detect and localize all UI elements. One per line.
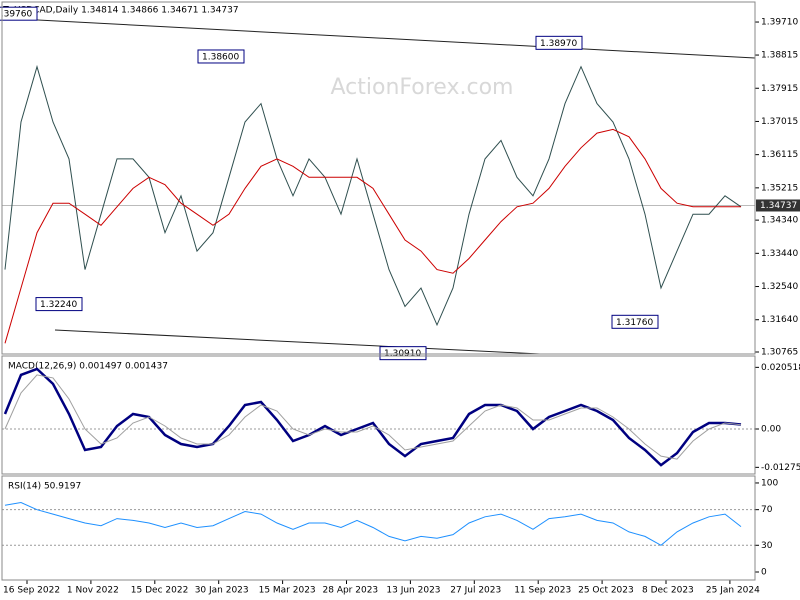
x-tick-label: 13 Jun 2023 — [386, 586, 440, 596]
y-tick-label: 1.35215 — [761, 183, 798, 193]
y-tick-label: 0.00 — [761, 425, 781, 435]
lower-trend-line — [54, 329, 541, 355]
x-tick-label: 28 Apr 2023 — [323, 586, 379, 596]
price-label: 1.34737 — [760, 201, 797, 211]
y-tick-label: 0 — [761, 567, 767, 577]
x-tick-label: 27 Jul 2023 — [450, 586, 501, 596]
x-tick-label: 1 Nov 2022 — [67, 586, 119, 596]
x-tick-label: 30 Jan 2023 — [195, 586, 249, 596]
y-tick-label: -0.012755 — [761, 463, 800, 473]
annotation-box — [35, 297, 83, 312]
y-tick-label: 100 — [761, 478, 778, 488]
chart-title: USDCAD,Daily 1.34814 1.34866 1.34671 1.3… — [14, 6, 239, 16]
y-tick-label: 1.36115 — [761, 150, 798, 160]
x-tick-label: 25 Oct 2023 — [578, 586, 634, 596]
y-tick-label: 30 — [761, 541, 773, 551]
panel-title: RSI(14) 50.9197 — [8, 482, 81, 492]
x-tick-label: 11 Sep 2023 — [514, 586, 571, 596]
panel-frame — [1, 355, 756, 475]
series-line — [3, 367, 742, 467]
y-tick-label: 1.32540 — [761, 282, 798, 292]
series-line — [4, 64, 742, 327]
y-tick-label: 1.34340 — [761, 216, 798, 226]
y-tick-label: 1.30765 — [761, 348, 798, 358]
panel-frame — [1, 1, 756, 355]
upper-trend-line — [0, 17, 756, 59]
annotation-label: 1.32240 — [40, 300, 77, 310]
annotation-label: 1.31760 — [616, 318, 653, 328]
y-tick-label: 0.020518 — [761, 363, 800, 373]
plot: 1.39710 1.38815 1.37915 1.37015 1.36115 1.352… — [0, 6, 800, 596]
price-label-box — [756, 199, 800, 212]
series-line — [4, 128, 741, 344]
x-tick-label: 8 Dec 2023 — [642, 586, 694, 596]
annotation-label: 1.38970 — [540, 39, 577, 49]
series-line — [4, 501, 742, 546]
y-tick-label: 70 — [761, 505, 773, 515]
y-tick-label: 1.31640 — [761, 315, 798, 325]
annotation-box — [611, 314, 659, 329]
x-tick-label: 25 Jan 2024 — [706, 586, 760, 596]
y-tick-label: 1.37015 — [761, 117, 798, 127]
annotation-box — [197, 49, 245, 64]
y-tick-label: 1.39710 — [761, 18, 798, 28]
x-tick-label: 16 Sep 2022 — [3, 586, 60, 596]
panel-frame — [1, 475, 756, 581]
x-tick-label: 15 Mar 2023 — [259, 586, 316, 596]
y-tick-label: 1.38815 — [761, 51, 798, 61]
annotation-label: 1.38600 — [202, 52, 239, 62]
x-tick-label: 15 Dec 2022 — [131, 586, 189, 596]
annotation-box — [535, 35, 583, 50]
annotation-label: 1.39760 — [0, 10, 32, 20]
series-line — [4, 374, 742, 460]
annotation-box — [0, 6, 38, 21]
y-tick-label: 1.37915 — [761, 84, 798, 94]
watermark: ActionForex.com — [331, 75, 514, 100]
panel-title: MACD(12,26,9) 0.001497 0.001437 — [8, 362, 168, 372]
y-tick-label: 1.33440 — [761, 249, 798, 259]
